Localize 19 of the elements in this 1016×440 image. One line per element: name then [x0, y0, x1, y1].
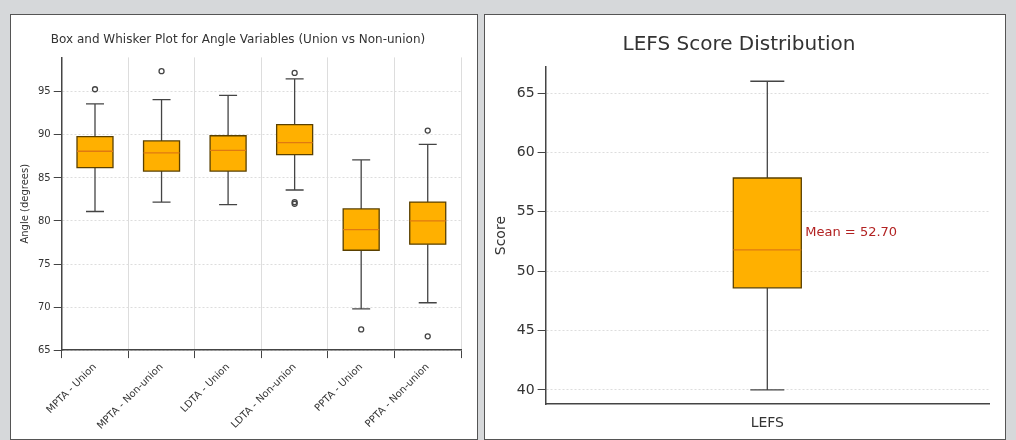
y-tick-label: 50: [516, 261, 535, 278]
y-tick-label: 45: [516, 321, 535, 338]
y-tick-label: 70: [37, 300, 51, 312]
y-tick-label: 65: [37, 343, 51, 355]
y-tick-label: 95: [37, 85, 51, 97]
y-tick-label: 90: [37, 128, 51, 140]
y-axis-title: Angle (degrees): [18, 163, 30, 244]
y-tick-label: 55: [516, 202, 535, 219]
y-tick-label: 85: [37, 171, 51, 183]
y-axis-title: Score: [492, 215, 509, 256]
chart-title: LEFS Score Distribution: [622, 31, 856, 56]
y-tick-label: 40: [516, 380, 535, 397]
annotation: Mean = 52.70: [805, 224, 898, 240]
y-tick-label: 80: [37, 214, 51, 226]
x-tick-label: LEFS: [750, 414, 785, 431]
chart-title: Box and Whisker Plot for Angle Variables (Union vs Non-union): [50, 32, 426, 47]
y-tick-label: 75: [37, 257, 51, 269]
y-tick-label: 65: [516, 83, 535, 100]
y-tick-label: 60: [516, 143, 535, 160]
